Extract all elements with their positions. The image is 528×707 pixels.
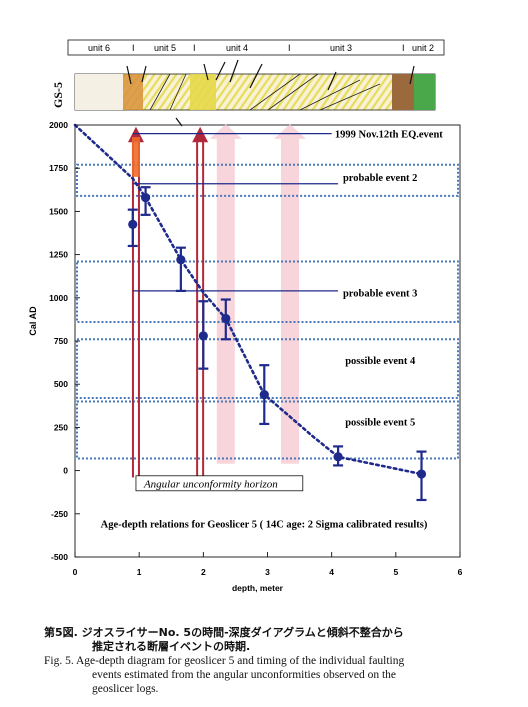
x-tick-label-3: 2 [201,567,206,577]
data-point-3 [176,255,186,265]
data-point-4 [198,331,208,341]
x-tick-label-7: 6 [458,567,463,577]
core-arrows [126,59,415,127]
core-log: GS-5 [51,59,436,127]
data-point-8 [416,469,427,479]
core-bedding [149,73,381,111]
event-label-2: probable event 2 [343,173,417,184]
unit-bar-frame [67,39,445,56]
background-arrow-2 [273,124,306,464]
unit-bar: unit 6 I unit 5 I unit 4 I unit 3 I unit… [67,39,445,56]
y-tick-label-4: 1250 [49,250,68,260]
event-label-4: possible event 4 [345,356,416,367]
event-box-3 [76,260,459,323]
caption-japanese: 第5図. ジオスライサーNo. 5の時間-深度ダイアグラムと傾斜不整合から 推定… [44,626,494,654]
caption-english: Fig. 5. Age-depth diagram for geoslicer … [44,654,494,696]
caption-en-line-2: events estimated from the angular unconf… [92,669,397,681]
data-point-1 [128,219,138,229]
unit-divider-3: I [288,43,291,53]
unit-label-4: unit 4 [226,43,248,53]
unit-label-6: unit 6 [88,43,110,53]
unconformity-arrow-head-2 [192,126,209,143]
plot-area: 1999 Nov.12th EQ.event probable event 2 pr… [28,120,463,593]
unit-label-5: unit 5 [154,43,176,53]
y-tick-label-6: 750 [54,336,68,346]
y-tick-label-10: -250 [51,509,68,519]
y-tick-label-2: 1750 [49,163,68,173]
core-band-orange [123,74,143,110]
orange-marker [131,137,140,177]
core-band-yellow [190,74,216,110]
y-tick-label-1: 2000 [49,120,68,130]
event-label-5: possible event 5 [345,417,415,428]
caption-en-line-3: geoslicer logs. [92,683,159,695]
event-box-5 [76,400,459,460]
data-point-2 [140,192,151,203]
y-tick-label-9: 0 [63,466,68,476]
core-band-brown [392,74,414,110]
x-tick-label-5: 4 [329,567,334,577]
y-tick-label-8: 250 [54,422,68,432]
y-axis-title: Cal AD [28,306,38,336]
event-box-4 [76,338,459,400]
core-band-light [75,74,123,110]
x-tick-label-4: 3 [265,567,270,577]
unit-divider-1: I [132,43,135,53]
x-axis-title: depth, meter [232,583,284,593]
data-point-7 [333,452,343,462]
x-tick-label-6: 5 [393,567,398,577]
data-point-6 [259,389,269,400]
core-label: GS-5 [51,82,65,108]
unconformity-label: Angular unconformity horizon [143,478,278,490]
caption-jp-line-2: 推定される断層イベントの時期. [92,640,251,653]
caption-jp-line-1: 第5図. ジオスライサーNo. 5の時間-深度ダイアグラムと傾斜不整合から [44,626,404,639]
y-tick-label-11: -500 [51,552,68,562]
x-tick-label-1: 0 [73,567,78,577]
unit-divider-4: I [402,43,405,53]
data-point-5 [221,313,231,324]
unconformity-label-box [135,475,304,492]
unit-label-2: unit 2 [412,43,434,53]
event-label-3: probable event 3 [343,289,417,300]
core-band-green [414,74,435,110]
age-depth-curve [73,123,423,476]
unit-divider-2: I [193,43,196,53]
y-tick-label-7: 500 [54,379,68,389]
y-tick-label-5: 1000 [49,293,68,303]
y-tick-label-3: 1500 [49,206,68,216]
background-arrow-1 [209,124,242,464]
unit-label-3: unit 3 [330,43,352,53]
chart-annotation: Age-depth relations for Geoslicer 5 ( 14… [101,520,428,531]
caption-en-line-1: Fig. 5. Age-depth diagram for geoslicer … [44,655,405,667]
x-tick-label-2: 1 [137,567,142,577]
event-label-1: 1999 Nov.12th EQ.event [335,130,443,141]
event-box-2 [76,163,459,197]
